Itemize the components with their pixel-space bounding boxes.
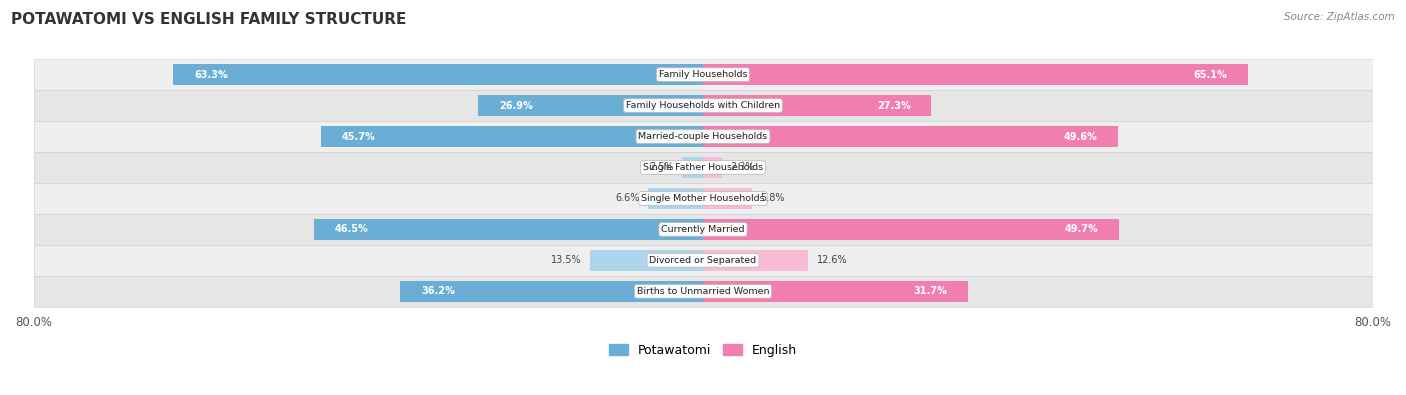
Bar [703,219,1119,240]
Text: 6.6%: 6.6% [614,194,640,203]
Bar [321,126,703,147]
Text: 13.5%: 13.5% [551,255,582,265]
Bar [34,183,1372,214]
Bar [703,250,808,271]
Text: Currently Married: Currently Married [661,225,745,234]
Legend: Potawatomi, English: Potawatomi, English [603,339,803,362]
Bar [703,281,969,302]
Text: Family Households: Family Households [659,70,747,79]
Bar [591,250,703,271]
Text: 2.3%: 2.3% [731,162,755,173]
Bar [34,245,1372,276]
Bar [34,90,1372,121]
Bar [34,214,1372,245]
Bar [682,157,703,178]
Text: 2.5%: 2.5% [650,162,673,173]
Bar [703,126,1118,147]
Bar [34,121,1372,152]
Text: Married-couple Households: Married-couple Households [638,132,768,141]
Bar [34,276,1372,307]
Text: 65.1%: 65.1% [1194,70,1227,80]
Text: POTAWATOMI VS ENGLISH FAMILY STRUCTURE: POTAWATOMI VS ENGLISH FAMILY STRUCTURE [11,12,406,27]
Bar [401,281,703,302]
Bar [703,188,752,209]
Text: Single Father Households: Single Father Households [643,163,763,172]
Text: Divorced or Separated: Divorced or Separated [650,256,756,265]
Text: 36.2%: 36.2% [420,286,454,296]
Bar [703,95,931,116]
Text: Family Households with Children: Family Households with Children [626,101,780,110]
Bar [314,219,703,240]
Text: 45.7%: 45.7% [342,132,375,141]
Text: 49.7%: 49.7% [1064,224,1098,234]
Bar [34,152,1372,183]
Bar [173,64,703,85]
Text: Single Mother Households: Single Mother Households [641,194,765,203]
Text: 63.3%: 63.3% [194,70,228,80]
Text: 26.9%: 26.9% [499,101,533,111]
Bar [478,95,703,116]
Bar [34,59,1372,90]
Text: 49.6%: 49.6% [1063,132,1097,141]
Text: 5.8%: 5.8% [759,194,785,203]
Text: 31.7%: 31.7% [914,286,948,296]
Text: 12.6%: 12.6% [817,255,848,265]
Bar [703,64,1247,85]
Text: 46.5%: 46.5% [335,224,368,234]
Text: Births to Unmarried Women: Births to Unmarried Women [637,287,769,296]
Bar [648,188,703,209]
Text: 27.3%: 27.3% [877,101,911,111]
Text: Source: ZipAtlas.com: Source: ZipAtlas.com [1284,12,1395,22]
Bar [703,157,723,178]
